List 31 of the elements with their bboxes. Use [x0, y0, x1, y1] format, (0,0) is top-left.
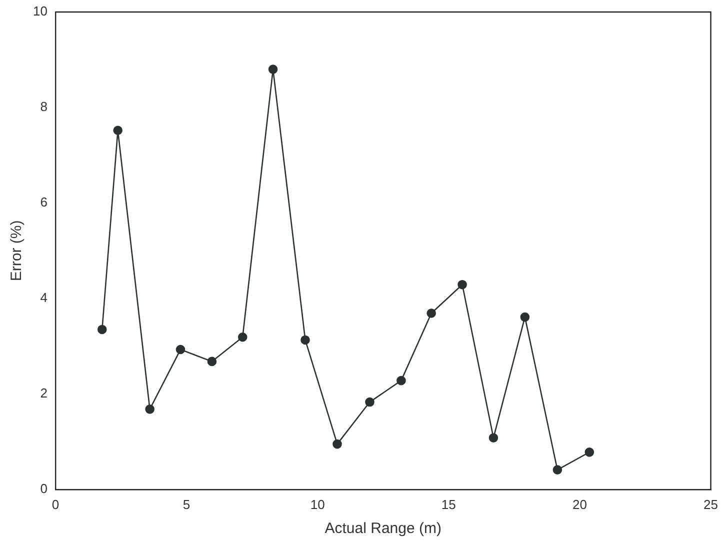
- point: [552, 465, 562, 474]
- point: [145, 404, 154, 414]
- point: [520, 312, 530, 322]
- x-tick-label: 5: [182, 496, 190, 512]
- point: [207, 356, 217, 366]
- point: [584, 448, 594, 457]
- point: [365, 397, 374, 407]
- y-tick-label: 8: [40, 99, 48, 114]
- point: [332, 439, 342, 449]
- point: [113, 126, 122, 136]
- point: [176, 344, 186, 354]
- y-tick-label: 10: [32, 4, 48, 19]
- point: [300, 335, 310, 345]
- point: [268, 64, 278, 74]
- x-tick-label: 25: [704, 496, 718, 512]
- x-tick-label: 20: [572, 496, 587, 512]
- point: [426, 308, 436, 318]
- y-tick-label: 0: [40, 480, 48, 496]
- y-tick-label: 4: [40, 290, 48, 306]
- point: [396, 376, 406, 386]
- point: [97, 324, 107, 334]
- point: [488, 433, 498, 442]
- y-tick-label: 6: [40, 194, 48, 210]
- x-tick-label: 15: [441, 496, 456, 512]
- y-tick-label: 2: [40, 386, 48, 400]
- x-tick-label: 0: [52, 496, 60, 512]
- x-tick-label: 10: [310, 496, 325, 512]
- x-axis-title: Actual Range (m): [324, 520, 442, 538]
- point: [238, 332, 248, 342]
- y-axis-title: Error (%): [8, 220, 26, 282]
- point: [458, 280, 467, 290]
